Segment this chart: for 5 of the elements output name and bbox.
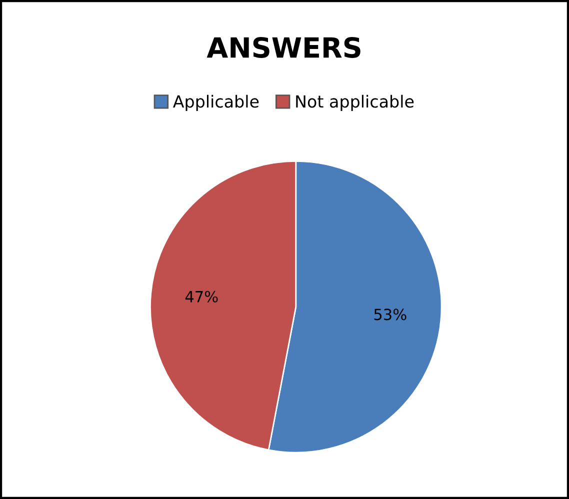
legend-label: Not applicable bbox=[296, 94, 414, 111]
data-label: 53% bbox=[374, 308, 406, 320]
data-label: 47% bbox=[185, 290, 218, 302]
chart-title: ANSWERS bbox=[206, 36, 360, 58]
legend-label: Applicable bbox=[172, 94, 259, 111]
